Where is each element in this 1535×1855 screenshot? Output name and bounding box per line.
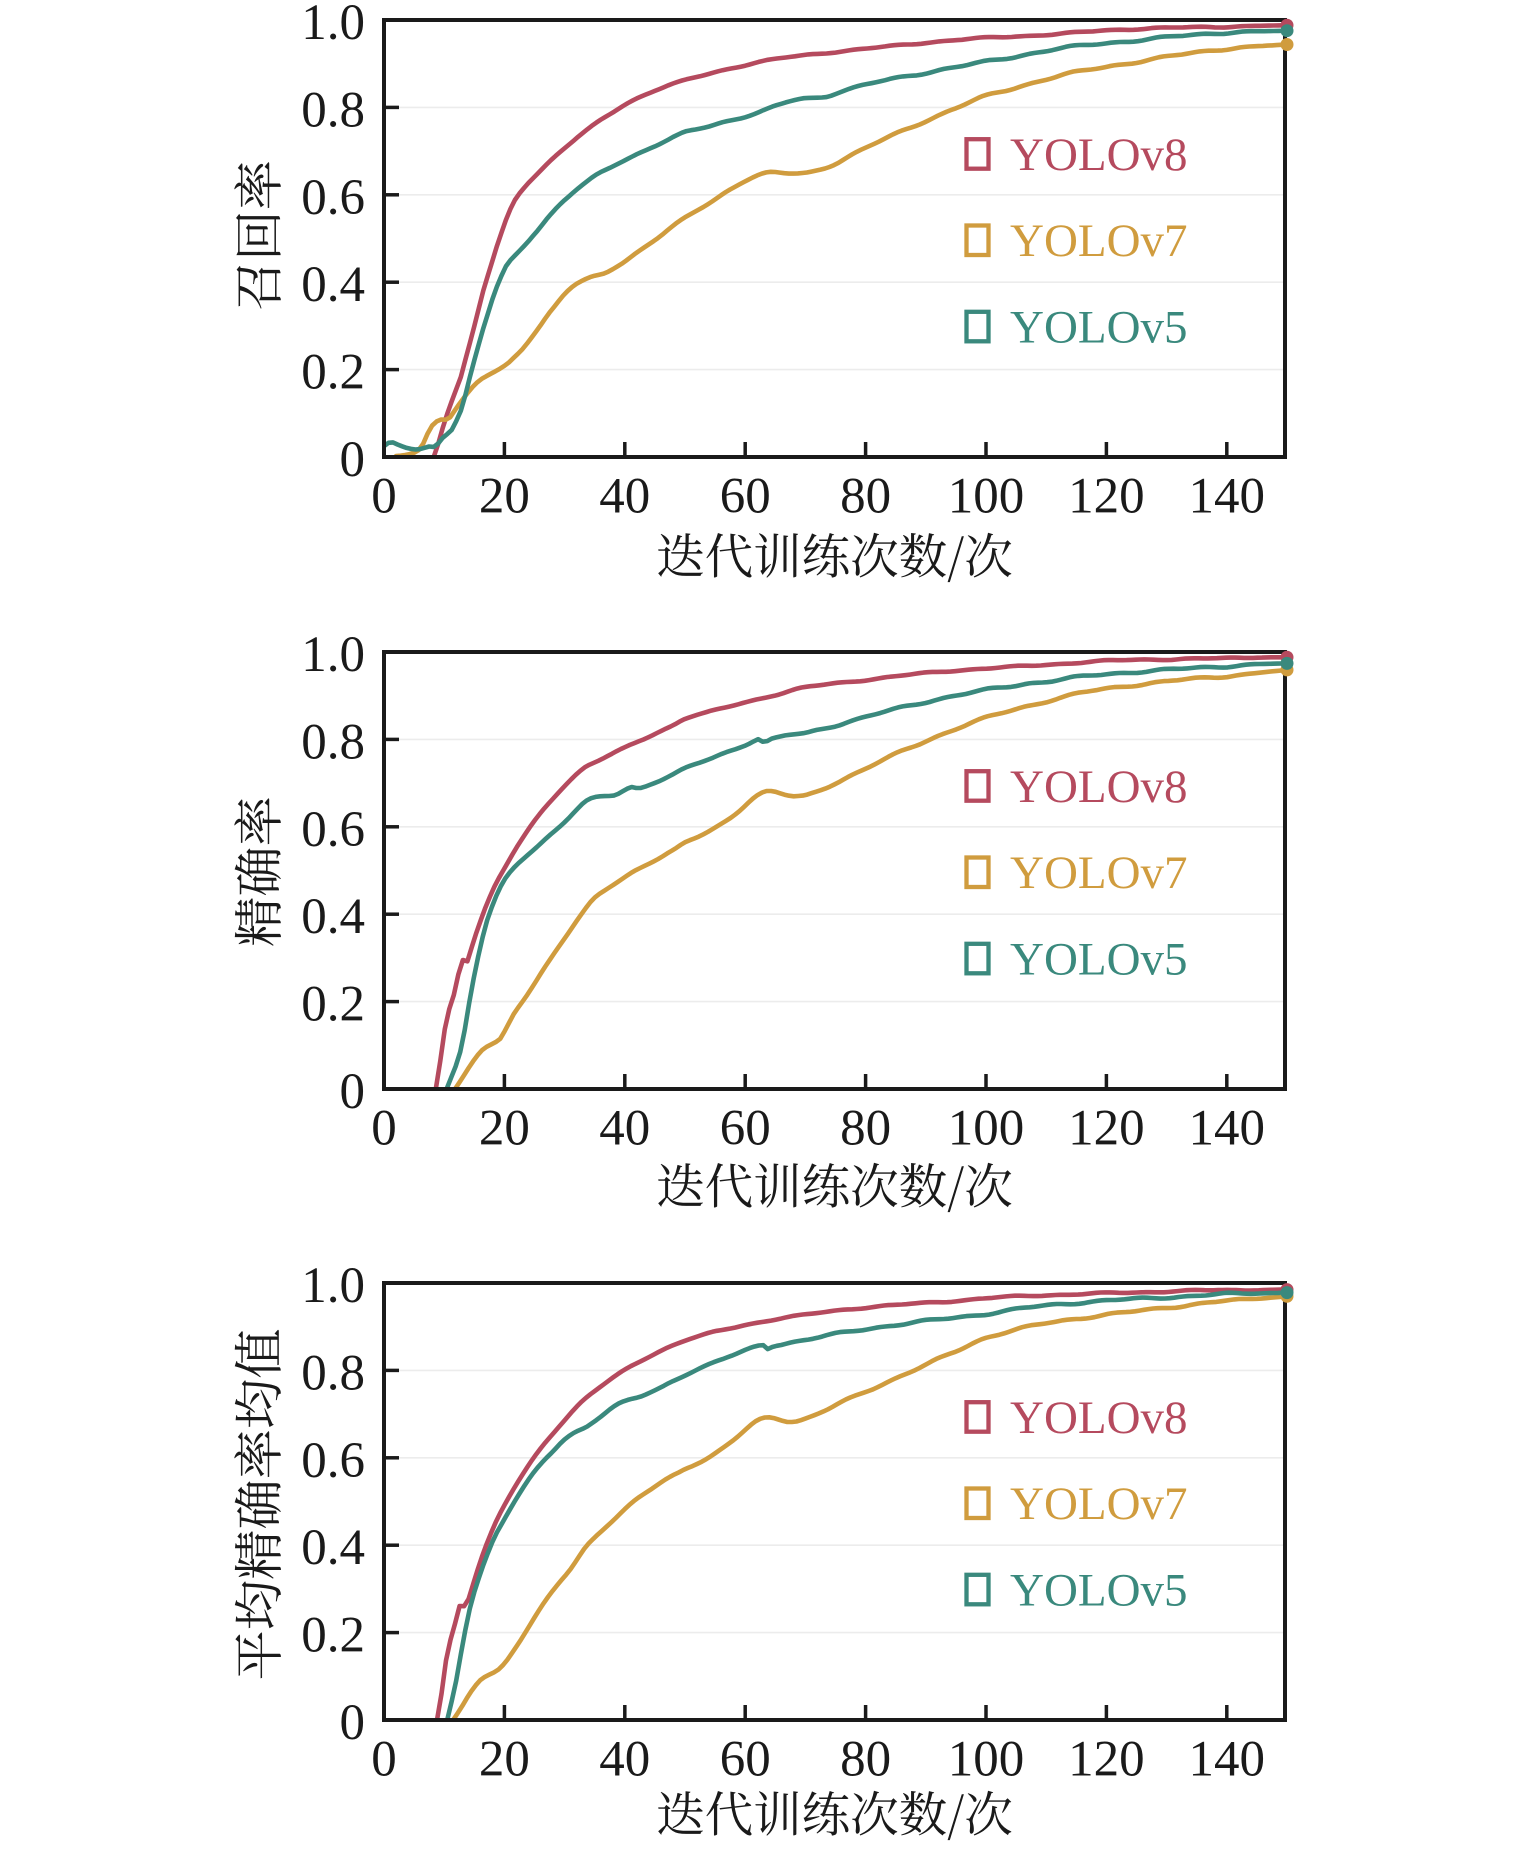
svg-text:80: 80 bbox=[840, 1100, 891, 1156]
svg-text:20: 20 bbox=[479, 1100, 530, 1156]
svg-text:0.2: 0.2 bbox=[301, 345, 365, 401]
svg-text:YOLOv5: YOLOv5 bbox=[1010, 1564, 1188, 1616]
svg-text:140: 140 bbox=[1189, 1100, 1266, 1156]
svg-text:YOLOv7: YOLOv7 bbox=[1010, 1478, 1188, 1530]
svg-text:0.2: 0.2 bbox=[301, 977, 365, 1033]
svg-text:120: 120 bbox=[1068, 1100, 1145, 1156]
svg-text:40: 40 bbox=[599, 468, 650, 524]
svg-text:1.0: 1.0 bbox=[301, 627, 365, 683]
svg-text:0.8: 0.8 bbox=[301, 82, 365, 138]
svg-text:60: 60 bbox=[720, 1731, 771, 1787]
svg-text:0.6: 0.6 bbox=[301, 170, 365, 226]
svg-text:0.6: 0.6 bbox=[301, 1433, 365, 1489]
svg-text:20: 20 bbox=[479, 468, 530, 524]
svg-text:0: 0 bbox=[371, 468, 397, 524]
svg-text:0.8: 0.8 bbox=[301, 714, 365, 770]
svg-text:120: 120 bbox=[1068, 1731, 1145, 1787]
svg-text:0: 0 bbox=[340, 1695, 366, 1751]
svg-text:0.8: 0.8 bbox=[301, 1345, 365, 1401]
svg-text:YOLOv8: YOLOv8 bbox=[1010, 761, 1188, 813]
svg-text:0.4: 0.4 bbox=[301, 889, 365, 945]
svg-text:YOLOv5: YOLOv5 bbox=[1010, 301, 1188, 353]
svg-text:YOLOv8: YOLOv8 bbox=[1010, 129, 1188, 181]
svg-text:0: 0 bbox=[340, 1064, 366, 1120]
svg-text:40: 40 bbox=[599, 1100, 650, 1156]
svg-text:140: 140 bbox=[1189, 1731, 1266, 1787]
svg-text:100: 100 bbox=[948, 468, 1025, 524]
svg-text:40: 40 bbox=[599, 1731, 650, 1787]
svg-text:80: 80 bbox=[840, 468, 891, 524]
svg-text:100: 100 bbox=[948, 1100, 1025, 1156]
svg-text:YOLOv7: YOLOv7 bbox=[1010, 847, 1188, 899]
svg-text:0: 0 bbox=[340, 432, 366, 488]
svg-text:1.0: 1.0 bbox=[301, 0, 365, 51]
svg-text:0: 0 bbox=[371, 1731, 397, 1787]
svg-text:80: 80 bbox=[840, 1731, 891, 1787]
svg-text:0.4: 0.4 bbox=[301, 257, 365, 313]
svg-text:YOLOv8: YOLOv8 bbox=[1010, 1392, 1188, 1444]
svg-text:0.2: 0.2 bbox=[301, 1608, 365, 1664]
svg-text:0.6: 0.6 bbox=[301, 802, 365, 858]
svg-text:YOLOv5: YOLOv5 bbox=[1010, 933, 1188, 985]
svg-text:60: 60 bbox=[720, 468, 771, 524]
svg-text:100: 100 bbox=[948, 1731, 1025, 1787]
svg-text:60: 60 bbox=[720, 1100, 771, 1156]
svg-text:140: 140 bbox=[1189, 468, 1266, 524]
svg-text:20: 20 bbox=[479, 1731, 530, 1787]
svg-text:0: 0 bbox=[371, 1100, 397, 1156]
svg-text:YOLOv7: YOLOv7 bbox=[1010, 215, 1188, 267]
svg-text:120: 120 bbox=[1068, 468, 1145, 524]
svg-text:1.0: 1.0 bbox=[301, 1258, 365, 1314]
svg-text:0.4: 0.4 bbox=[301, 1520, 365, 1576]
